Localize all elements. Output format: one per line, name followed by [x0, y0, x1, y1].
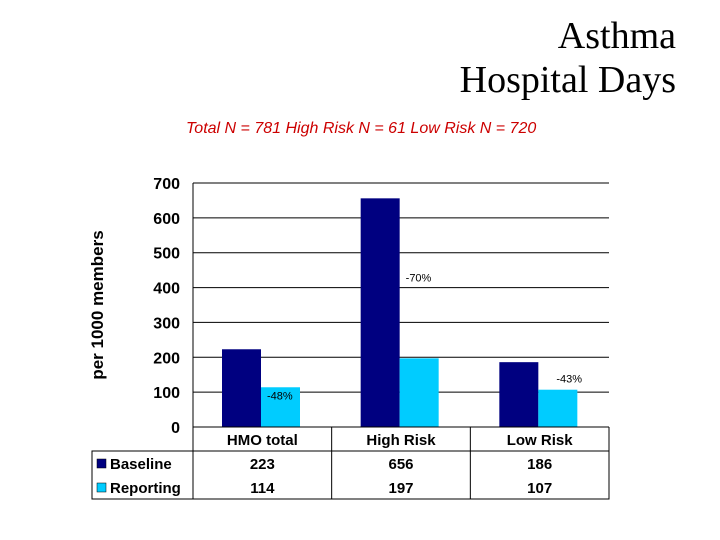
bar-baseline [499, 362, 539, 427]
change-annotation: -43% [556, 374, 582, 386]
bar-baseline [360, 198, 400, 427]
title-line-2: Hospital Days [459, 59, 676, 101]
bar-reporting [538, 389, 578, 427]
y-tick-label: 400 [153, 281, 180, 298]
legend-label-baseline: Baseline [110, 456, 172, 473]
bar-baseline [222, 349, 261, 427]
legend-label-reporting: Reporting [110, 480, 181, 497]
legend-swatch-baseline [96, 458, 107, 469]
table-value: 223 [250, 456, 275, 473]
y-tick-label: 300 [153, 315, 180, 332]
x-tick-label: HMO total [227, 432, 298, 449]
change-annotation: -70% [406, 272, 432, 284]
y-tick-label: 0 [171, 420, 180, 437]
y-tick-label: 200 [153, 350, 180, 367]
bar-reporting [261, 387, 300, 427]
title-line-1: Asthma [557, 15, 676, 57]
table-value: 186 [527, 456, 552, 473]
table-value: 114 [250, 480, 275, 497]
x-tick-label: Low Risk [507, 432, 574, 449]
y-tick-label: 500 [153, 246, 180, 263]
y-tick-label: 700 [153, 176, 180, 193]
table-value: 197 [388, 480, 413, 497]
table-value: 656 [388, 456, 413, 473]
y-axis-label: per 1000 members [88, 230, 107, 379]
y-tick-label: 100 [153, 385, 180, 402]
table-value: 107 [527, 480, 552, 497]
chart-title: Asthma Hospital Days [460, 14, 676, 102]
y-tick-label: 600 [153, 211, 180, 228]
change-annotation: -48% [267, 390, 293, 402]
chart-subtitle: Total N = 781 High Risk N = 61 Low Risk … [186, 120, 537, 137]
bar-reporting [399, 358, 439, 427]
x-tick-label: High Risk [366, 432, 436, 449]
legend-swatch-reporting [96, 482, 107, 493]
